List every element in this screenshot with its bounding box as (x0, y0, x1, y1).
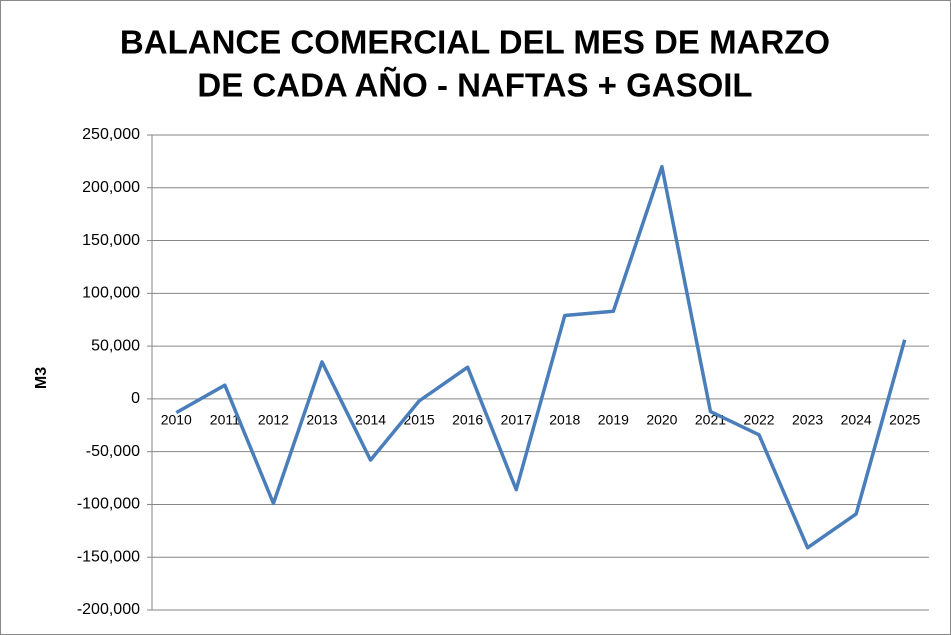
x-tick-label: 2017 (501, 412, 532, 428)
x-tick-label: 2010 (161, 412, 192, 428)
x-tick-label: 2015 (404, 412, 435, 428)
y-tick-label: 200,000 (82, 179, 140, 196)
x-tick-label: 2025 (889, 412, 920, 428)
y-tick-label: -200,000 (77, 601, 140, 618)
chart-title: BALANCE COMERCIAL DEL MES DE MARZO (120, 24, 830, 61)
x-tick-label: 2021 (695, 412, 726, 428)
y-tick-label: -150,000 (77, 548, 140, 565)
x-tick-label: 2016 (452, 412, 483, 428)
chart-title: DE CADA AÑO - NAFTAS + GASOIL (197, 67, 752, 104)
y-tick-label: 100,000 (82, 285, 140, 302)
y-axis-label: M3 (33, 367, 50, 389)
x-tick-label: 2023 (792, 412, 823, 428)
x-tick-label: 2011 (210, 412, 240, 428)
x-tick-label: 2014 (355, 412, 386, 428)
x-tick-label: 2020 (646, 412, 677, 428)
y-tick-label: -50,000 (86, 443, 140, 460)
y-tick-label: 50,000 (91, 337, 140, 354)
x-tick-label: 2013 (306, 412, 337, 428)
y-tick-label: 150,000 (82, 232, 140, 249)
y-tick-label: 0 (131, 390, 140, 407)
x-tick-label: 2012 (258, 412, 289, 428)
y-tick-label: -100,000 (77, 496, 140, 513)
y-tick-label: 250,000 (82, 126, 140, 143)
x-tick-label: 2022 (743, 412, 774, 428)
x-tick-label: 2018 (549, 412, 580, 428)
x-tick-label: 2019 (598, 412, 629, 428)
data-line (175, 164, 907, 550)
x-tick-label: 2024 (841, 412, 872, 428)
